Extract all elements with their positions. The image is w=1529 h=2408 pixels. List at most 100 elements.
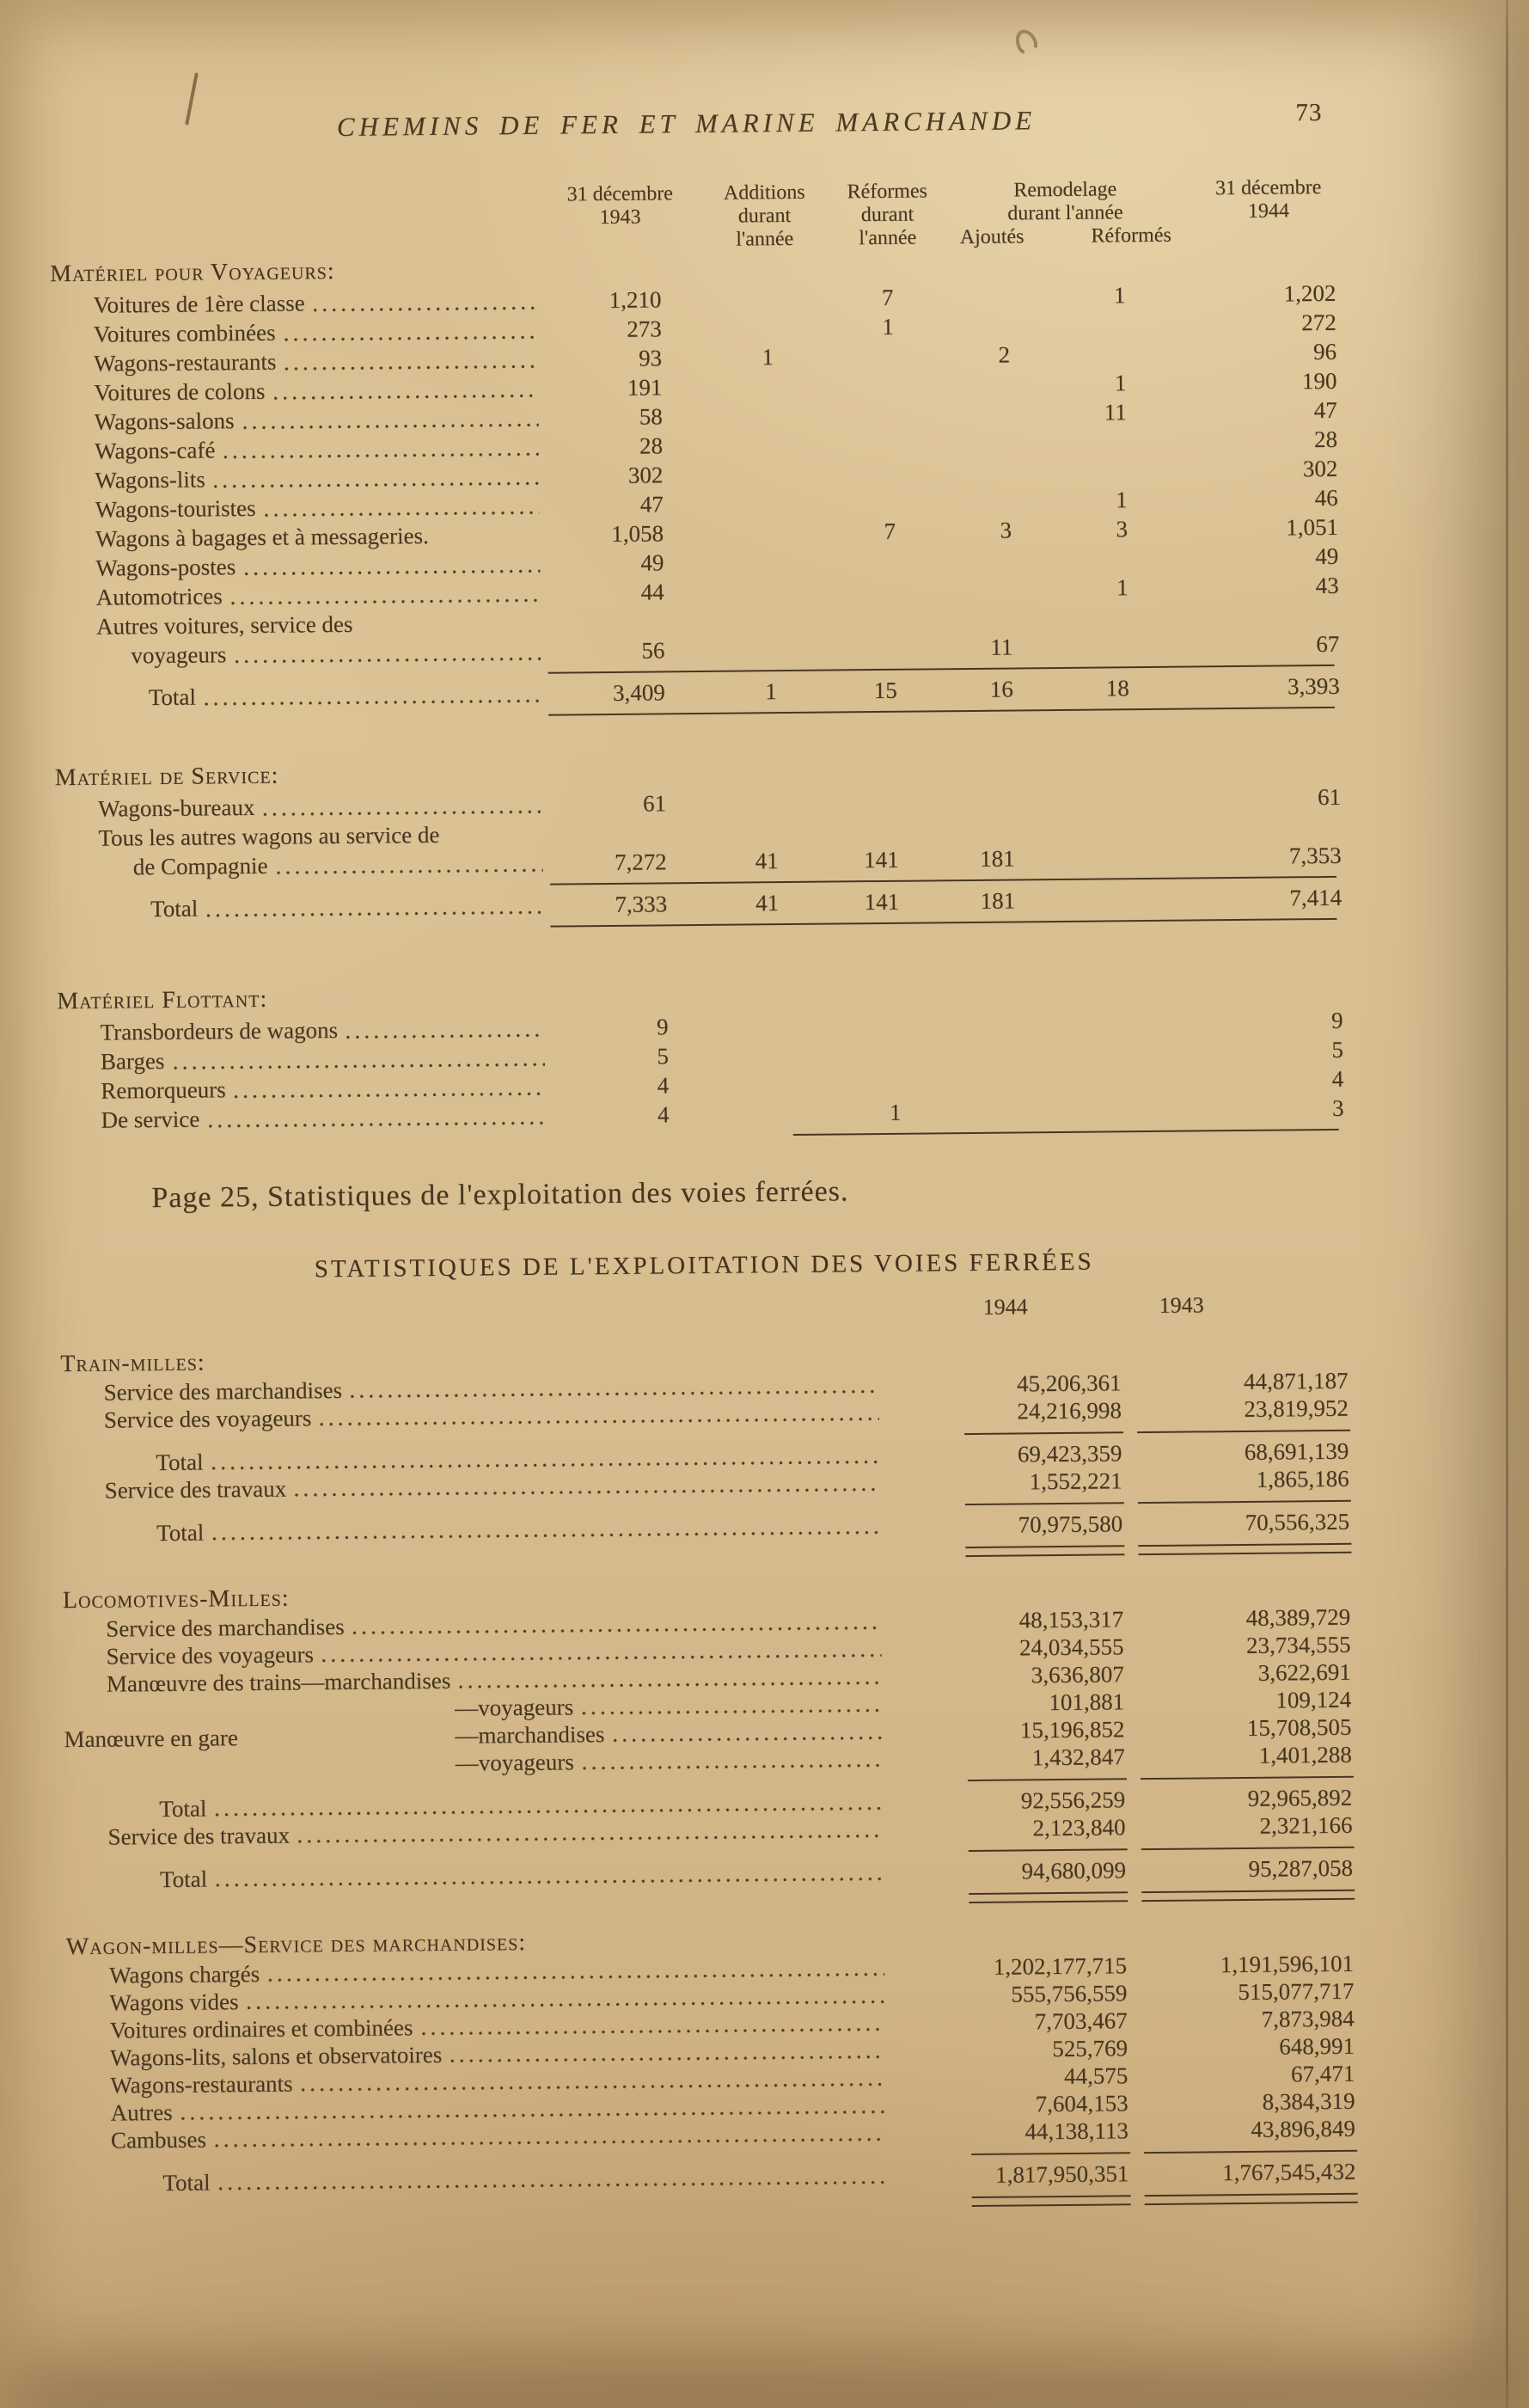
cell-value: 48,153,317	[1018, 1606, 1124, 1633]
materiel-table-header: 31 décembre 1943 Additions durant l'anné…	[49, 176, 1339, 258]
table-row: Total 3,409 1 15 16 18 3,393	[54, 671, 1343, 713]
cell-value: 1,210	[609, 286, 662, 313]
cell-value: 56	[641, 637, 665, 664]
cell-value: 515,077,717	[1238, 1977, 1355, 2006]
cell-value: 24,034,555	[1018, 1633, 1124, 1661]
cell-value: 1	[1116, 487, 1128, 513]
dot-leader	[223, 451, 540, 460]
header-spacer	[49, 184, 543, 189]
cell-value: 1	[765, 678, 777, 705]
column-header-additions: Additions durant l'année	[723, 181, 805, 251]
row-label: Autres voitures, service des voyageurs	[53, 608, 548, 671]
cell-value: 7,873,984	[1261, 2005, 1355, 2032]
dot-leader	[582, 1708, 883, 1716]
dot-leader	[242, 422, 539, 431]
cell-value: 24,216,998	[1017, 1397, 1122, 1425]
dot-leader	[230, 597, 541, 606]
exploitation-table-title: STATISTIQUES DE L'EXPLOITATION DES VOIES…	[314, 1247, 1094, 1284]
rule-line	[1144, 2149, 1358, 2154]
dot-leader	[582, 1763, 883, 1771]
year-header-1944: 1944	[982, 1294, 1028, 1320]
row-label: Wagons-touristes	[52, 491, 547, 525]
page-title: CHEMINS DE FER ET MARINE MARCHANDE	[336, 105, 1037, 143]
dot-leader	[215, 2136, 887, 2148]
dot-leader	[234, 1091, 546, 1100]
table-row: Tous les autres wagons au service de de C…	[55, 812, 1345, 882]
cell-value: 9	[656, 1014, 669, 1040]
cell-value: 41	[755, 848, 779, 874]
table-section: Matériel de Service: Wagons-bureaux 61 61 To…	[55, 751, 1346, 932]
cell-value: 1,058	[611, 520, 664, 547]
rule-line	[964, 1502, 1124, 1506]
cell-value: 61	[642, 790, 667, 817]
cell-value: 49	[1315, 542, 1339, 570]
page-number: 73	[1295, 99, 1323, 127]
table-section: Locomotives-Milles: Service des marchandi…	[63, 1574, 1355, 1912]
cell-value: 7,353	[1288, 842, 1342, 869]
cell-value: 101,881	[1049, 1688, 1125, 1716]
table-row: Autres voitures, service des voyageurs 56 1…	[53, 600, 1343, 671]
rule-line	[965, 1545, 1125, 1558]
row-label: Wagons à bagages et à messageries.	[95, 523, 429, 552]
cell-value: 1,051	[1286, 513, 1339, 541]
dot-leader	[205, 698, 541, 707]
cell-value: 181	[980, 845, 1015, 872]
cell-value	[789, 663, 909, 664]
row-label: Voitures combinées	[51, 316, 545, 350]
cell-value: 7	[884, 518, 896, 544]
dot-leader	[450, 2054, 886, 2063]
cell-value: 67	[1316, 630, 1340, 658]
row-label: Transbordeurs de wagons	[57, 1014, 551, 1048]
table-section: Wagon-milles—Service des marchandises: Wa…	[66, 1921, 1358, 2215]
cell-value: 41	[755, 890, 780, 916]
cell-value: 7,333	[615, 891, 668, 917]
cell-value: 15,196,852	[1019, 1716, 1125, 1743]
table-row: Total 94,680,099 95,287,058	[65, 1854, 1355, 1894]
cell-value: 11	[990, 634, 1013, 660]
rule-line	[1144, 2192, 1358, 2206]
cell-value: 4	[657, 1101, 670, 1128]
row-label: Wagons-postes	[52, 549, 547, 584]
cell-value	[1027, 872, 1143, 873]
dot-leader	[284, 334, 538, 342]
cell-value: 70,975,580	[1018, 1510, 1123, 1538]
cell-value: 95,287,058	[1248, 1854, 1354, 1882]
cell-value: 109,124	[1275, 1686, 1352, 1713]
table-section: Matériel pour Voyageurs: Voitures de 1ère…	[50, 248, 1343, 720]
cell-value: 92,965,892	[1247, 1784, 1353, 1811]
dot-leader	[264, 510, 540, 518]
cell-value: 302	[627, 462, 664, 488]
cell-value: 46	[1314, 484, 1338, 512]
cell-value: 45,206,361	[1016, 1369, 1122, 1397]
cell-value: 3	[1331, 1094, 1344, 1121]
row-label: Total	[62, 1512, 887, 1547]
row-label: Tous les autres wagons au service de de C…	[55, 819, 550, 883]
rule-line	[1137, 1429, 1351, 1434]
remodelage-subcolumns: Ajoutés Réformés	[950, 224, 1182, 250]
cell-value: 302	[1302, 455, 1338, 482]
dot-leader	[216, 1877, 884, 1888]
cell-value	[1025, 660, 1141, 661]
row-label: Wagons-restaurants	[51, 345, 545, 379]
rule-line	[792, 1128, 1339, 1136]
cell-value: 4	[657, 1072, 670, 1099]
cell-value: 44	[640, 579, 664, 605]
cell-value: 4	[1331, 1065, 1344, 1092]
rule-line	[968, 1848, 1128, 1853]
materiel-table-body: Matériel pour Voyageurs: Voitures de 1ère…	[50, 248, 1348, 1143]
row-label: Wagons-bureaux	[55, 790, 549, 824]
row-label: Wagons-salons	[52, 403, 546, 438]
column-header-dec-1944: 31 décembre 1944	[1214, 176, 1322, 223]
cell-value: 1,432,847	[1031, 1743, 1125, 1771]
cell-value: 2,321,166	[1259, 1811, 1353, 1839]
cell-value: 15,708,505	[1246, 1713, 1352, 1741]
cell-value: 1,401,288	[1258, 1741, 1352, 1768]
dot-leader	[613, 1736, 883, 1743]
cell-value: 1,202,177,715	[993, 1952, 1128, 1980]
rule-line	[1140, 1775, 1354, 1780]
row-label: Remorqueurs	[58, 1072, 552, 1106]
cell-value: 3,636,807	[1031, 1661, 1124, 1688]
dot-leader	[320, 1417, 879, 1427]
cell-value: 96	[1312, 338, 1337, 365]
